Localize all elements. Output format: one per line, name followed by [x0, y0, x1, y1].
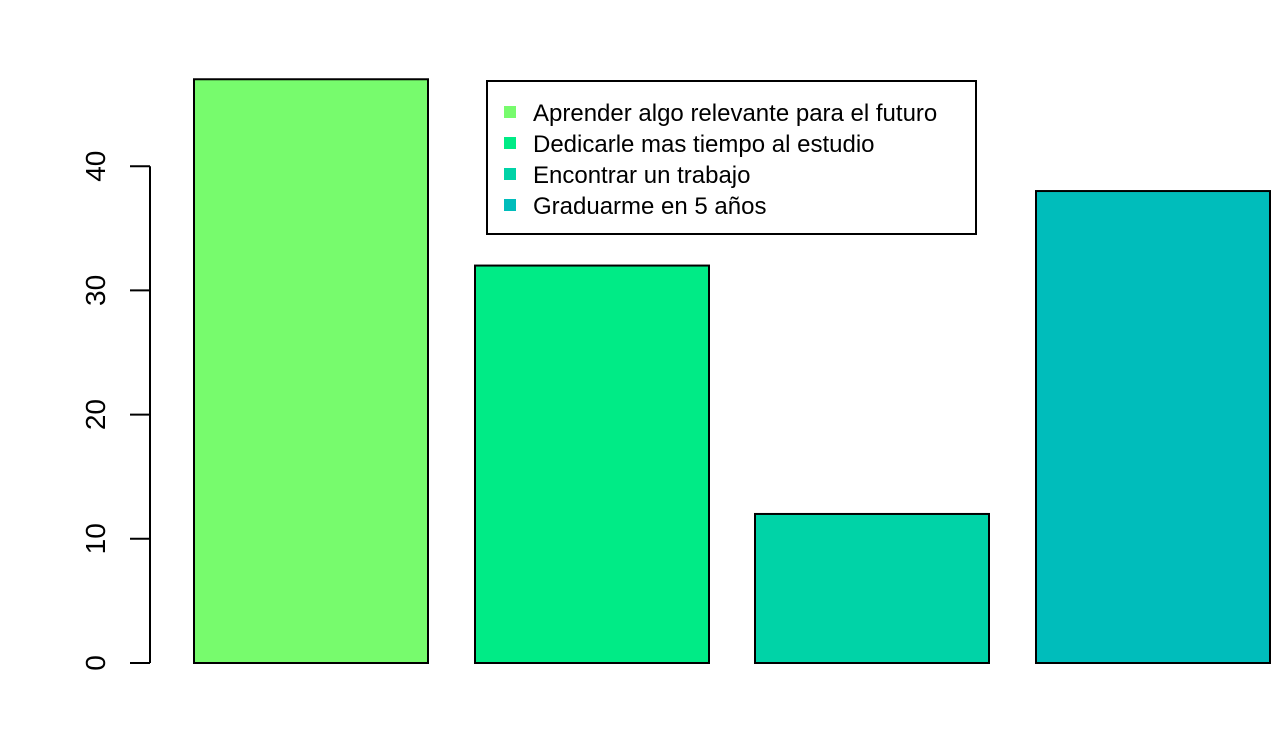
bar-4 — [1035, 190, 1271, 664]
y-tick-label: 30 — [80, 275, 111, 306]
legend-swatch-3 — [504, 168, 516, 180]
legend-label-4: Graduarme en 5 años — [533, 193, 766, 220]
bar-3 — [754, 512, 990, 665]
y-tick-label: 40 — [80, 151, 111, 182]
legend-label-1: Aprender algo relevante para el futuro — [533, 100, 937, 127]
bar-1 — [193, 78, 429, 664]
legend-swatch-2 — [504, 137, 516, 149]
y-tick-label: 0 — [80, 655, 111, 671]
bars-group — [193, 78, 1271, 665]
y-axis: 0 10 20 30 40 — [80, 151, 151, 671]
legend: Aprender algo relevante para el futuro De… — [486, 80, 977, 235]
y-tick-label: 10 — [80, 523, 111, 554]
legend-label-3: Encontrar un trabajo — [533, 162, 750, 189]
bar-2 — [474, 264, 710, 664]
legend-box — [486, 80, 977, 235]
legend-label-2: Dedicarle mas tiempo al estudio — [533, 131, 875, 158]
y-tick-label: 20 — [80, 399, 111, 430]
legend-swatch-4 — [504, 199, 516, 211]
legend-swatch-1 — [504, 106, 516, 118]
